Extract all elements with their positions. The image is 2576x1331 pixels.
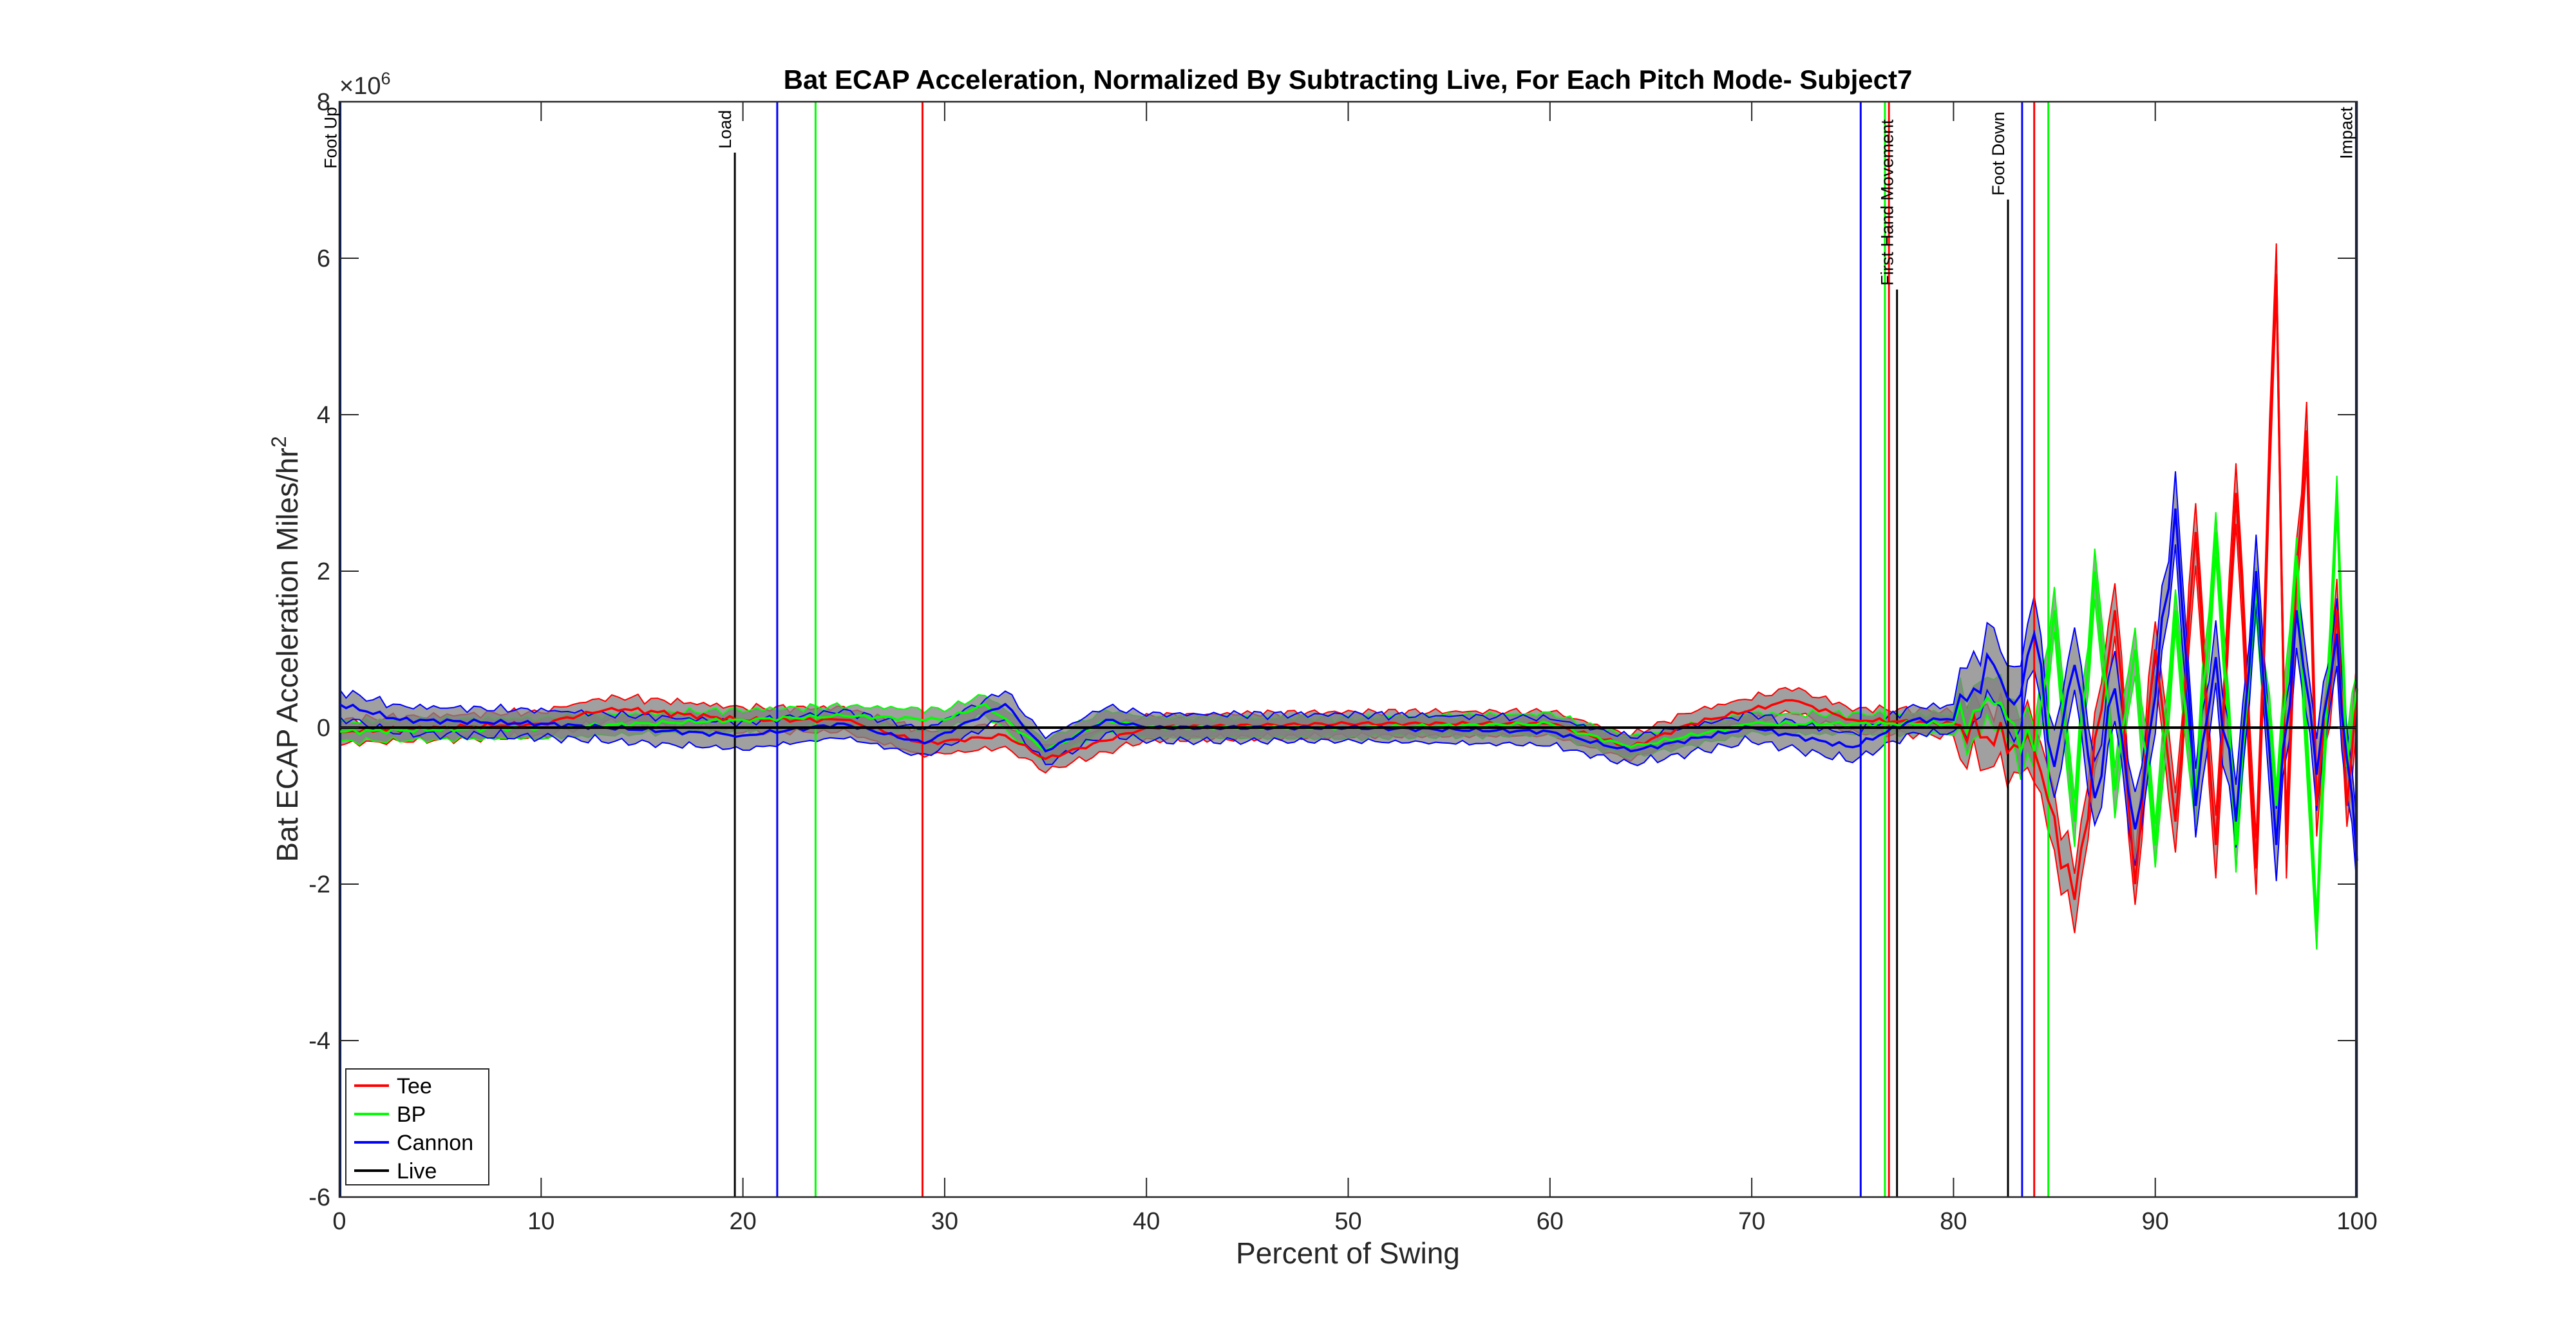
x-tick-label-70: 70	[1738, 1208, 1765, 1235]
y-axis-label-main: Bat ECAP Acceleration Miles/hr	[270, 448, 304, 862]
y-tick-label-2: 2	[317, 558, 330, 585]
y-exponent-power: 6	[381, 69, 390, 88]
x-tick-label-80: 80	[1940, 1208, 1967, 1235]
y-axis-label: Bat ECAP Acceleration Miles/hr2	[267, 436, 304, 862]
event-label-load: Load	[715, 110, 735, 149]
x-tick-label-0: 0	[332, 1208, 346, 1235]
x-axis-ticks: 0 10 20 30 40 50 60 70 80 90 100	[332, 102, 2378, 1235]
chart-title: Bat ECAP Acceleration, Normalized By Sub…	[784, 64, 1913, 95]
y-axis-label-superscript: 2	[267, 436, 290, 448]
y-axis-ticks: -6 -4 -2 0 2 4 6 8	[308, 89, 2357, 1211]
y-tick-label-neg4: -4	[308, 1028, 330, 1055]
legend-label-bp: BP	[397, 1102, 426, 1127]
x-tick-label-10: 10	[527, 1208, 554, 1235]
x-tick-label-20: 20	[729, 1208, 756, 1235]
legend-label-live: Live	[397, 1159, 437, 1184]
y-exponent-base: ×10	[339, 73, 381, 100]
event-label-first-hand-movement: First Hand Movement	[1878, 119, 1897, 286]
x-tick-label-90: 90	[2142, 1208, 2169, 1235]
legend-label-tee: Tee	[397, 1074, 432, 1099]
x-tick-label-60: 60	[1537, 1208, 1564, 1235]
series-lines	[339, 274, 2358, 931]
legend-label-cannon: Cannon	[397, 1131, 473, 1155]
y-tick-label-8: 8	[317, 89, 330, 116]
event-label-foot-down: Foot Down	[1989, 111, 2008, 196]
y-tick-label-0: 0	[317, 715, 330, 742]
y-axis-exponent: ×106	[339, 69, 391, 100]
x-tick-label-40: 40	[1133, 1208, 1160, 1235]
x-axis-label: Percent of Swing	[1236, 1236, 1460, 1270]
legend-box	[345, 1068, 489, 1185]
event-lines	[339, 102, 2357, 1197]
x-tick-label-30: 30	[931, 1208, 958, 1235]
legend: Tee BP Cannon Live	[345, 1068, 489, 1185]
event-label-impact: Impact	[2336, 107, 2356, 160]
event-labels: Foot Up Load First Hand Movement Foot Down I…	[321, 107, 2356, 286]
y-tick-label-neg2: -2	[308, 871, 330, 898]
y-tick-label-4: 4	[317, 402, 330, 429]
y-tick-label-neg6: -6	[308, 1184, 330, 1211]
x-tick-label-50: 50	[1334, 1208, 1361, 1235]
x-tick-label-100: 100	[2336, 1208, 2377, 1235]
y-tick-label-6: 6	[317, 245, 330, 272]
event-label-foot-up: Foot Up	[321, 107, 341, 169]
